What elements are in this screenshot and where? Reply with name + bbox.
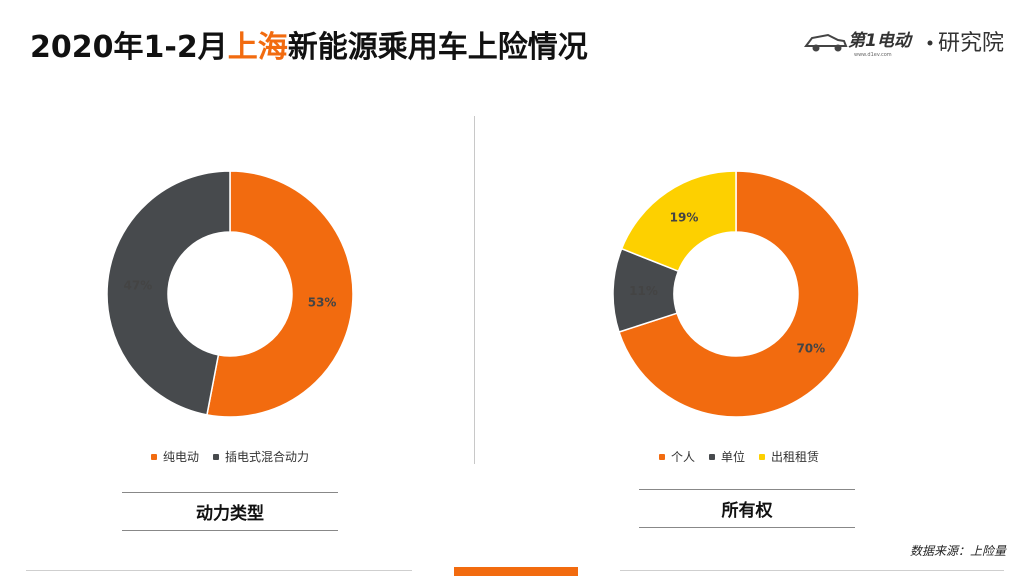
chart-ownership: 70% 11% 19% <box>612 170 860 422</box>
data-source: 数据来源：上险量 <box>909 544 1006 558</box>
legend-swatch <box>151 453 157 460</box>
legend-label: 个人 <box>671 450 696 464</box>
brand-logo: 第1电动 www.d1ev.com 研究院 <box>802 24 1012 58</box>
car-logo-icon: 第1电动 www.d1ev.com 研究院 <box>804 31 1004 58</box>
brand-right-text: 研究院 <box>938 31 1004 56</box>
legend-swatch <box>659 453 665 460</box>
legend-item: 纯电动 <box>151 448 199 465</box>
legend-power-type: 纯电动 插电式混合动力 <box>151 448 309 465</box>
page-title: 2020年1-2月上海新能源乘用车上险情况 <box>30 22 588 66</box>
legend-label: 插电式混合动力 <box>225 450 310 464</box>
legend-item: 单位 <box>709 448 745 465</box>
caption-power-type: 动力类型 <box>122 492 338 531</box>
legend-label: 纯电动 <box>163 450 200 464</box>
legend-label: 出租租赁 <box>771 450 820 464</box>
slice-label: 19% <box>670 210 699 224</box>
title-suffix: 新能源乘用车上险情况 <box>287 30 588 65</box>
slice-label: 11% <box>629 284 658 298</box>
slice-label: 53% <box>308 296 337 310</box>
footer-line-right <box>620 570 1004 571</box>
slice-label: 70% <box>796 341 825 355</box>
brand-left-text: 第1电动 <box>848 31 914 51</box>
brand-url-text: www.d1ev.com <box>854 52 892 58</box>
legend-ownership: 个人 单位 出租租赁 <box>659 448 819 465</box>
slice-插电式混合动力 <box>106 170 231 416</box>
legend-swatch <box>759 453 766 460</box>
donut-chart-power-type: 53% 47% <box>106 170 354 418</box>
slice-出租租赁 <box>620 170 737 273</box>
footer-line-left <box>26 570 412 571</box>
legend-label: 单位 <box>721 450 746 464</box>
legend-swatch <box>709 453 716 460</box>
center-divider <box>474 116 475 464</box>
footer-accent-bar <box>454 567 578 576</box>
slice-纯电动 <box>206 170 354 418</box>
title-prefix: 2020年1-2月 <box>30 30 228 65</box>
donut-chart-ownership: 70% 11% 19% <box>612 170 860 418</box>
legend-item: 出租租赁 <box>759 448 819 465</box>
legend-item: 插电式混合动力 <box>213 448 309 465</box>
chart-power-type: 53% 47% <box>106 170 354 422</box>
slice-个人 <box>618 170 860 418</box>
legend-item: 个人 <box>659 448 695 465</box>
title-highlight: 上海 <box>227 30 288 65</box>
caption-ownership: 所有权 <box>639 489 855 528</box>
slice-label: 47% <box>124 278 153 292</box>
legend-swatch <box>213 453 220 460</box>
